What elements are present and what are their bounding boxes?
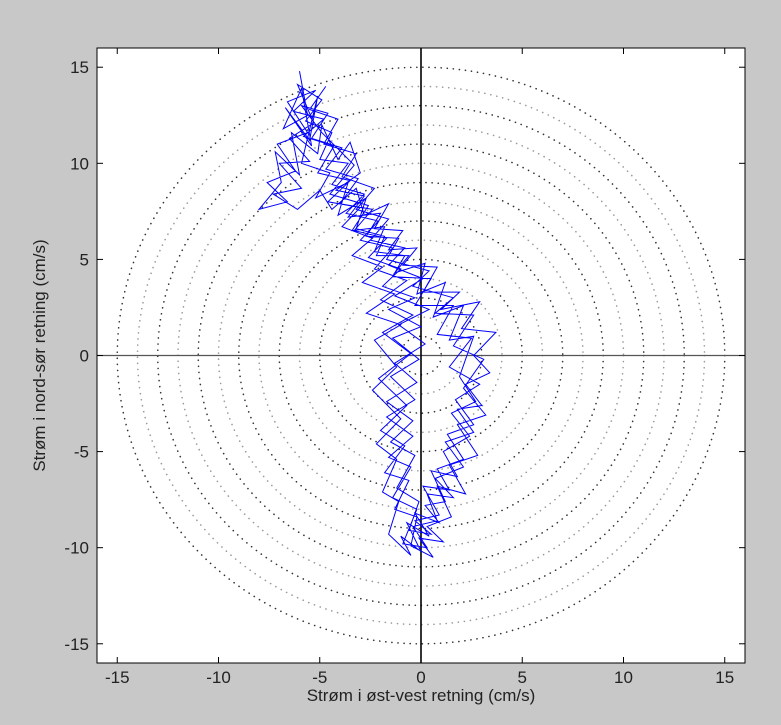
y-tick-label: 0 [80,347,89,366]
y-tick-label: -15 [64,635,89,654]
x-tick-label: 15 [715,668,734,687]
x-axis-label: Strøm i øst-vest retning (cm/s) [307,686,536,705]
y-tick-label: -5 [74,443,89,462]
y-tick-label: -10 [64,539,89,558]
trace-series-0 [257,71,497,558]
x-tick-label: 5 [518,668,527,687]
x-tick-label: 0 [416,668,425,687]
axis-ticks: -15 -10 -5 0 5 10 15 -15 -10 -5 0 5 10 15 [64,48,745,687]
y-axis-label: Strøm i nord-sør retning (cm/s) [30,239,49,471]
x-tick-label: 10 [614,668,633,687]
y-tick-label: 5 [80,250,89,269]
x-tick-label: -5 [312,668,327,687]
x-tick-label: -15 [105,668,130,687]
y-tick-label: 10 [70,154,89,173]
y-tick-label: 15 [70,58,89,77]
x-tick-label: -10 [206,668,231,687]
zero-axes [97,48,745,663]
current-traces [257,71,497,558]
